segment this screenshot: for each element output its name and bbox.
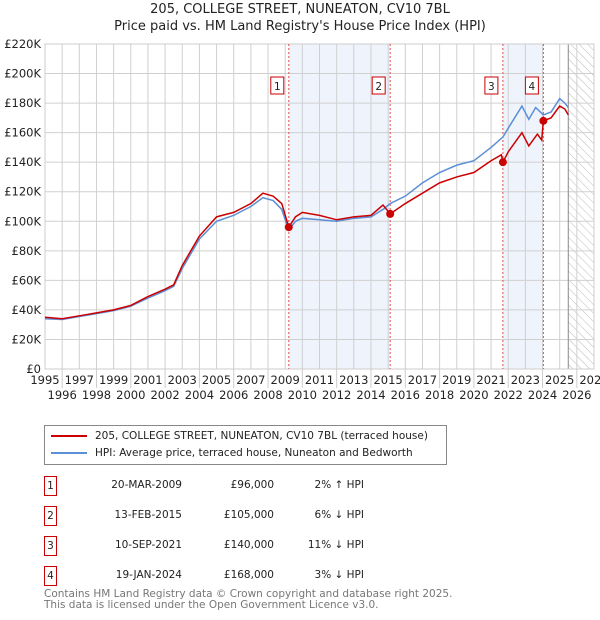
sale-badge-label: 3 [488, 81, 495, 93]
property-price-line [44, 105, 569, 320]
y-tick-label: £40K [12, 303, 42, 317]
y-tick-label: £200K [4, 67, 41, 81]
legend-label: HPI: Average price, terraced house, Nune… [95, 447, 413, 459]
x-tick-label: 2009 [271, 373, 300, 387]
sale-point [386, 209, 395, 218]
x-tick-label: 2008 [253, 388, 282, 402]
y-tick-label: £180K [4, 96, 41, 110]
transaction-date: 20-MAR-2009 [111, 479, 182, 491]
x-tick-label: 2025 [545, 373, 574, 387]
shaded-range [502, 44, 544, 369]
transaction-hpi: 3% ↓ HPI [314, 569, 364, 581]
footer: Contains HM Land Registry data © Crown c… [44, 589, 452, 610]
x-tick-label: 2016 [391, 388, 420, 402]
transaction-price: £168,000 [223, 569, 274, 581]
transaction-date: 19-JAN-2024 [115, 569, 182, 581]
x-tick-label: 2002 [150, 388, 179, 402]
transaction-badge: 4 [44, 566, 57, 586]
x-tick-label: 2003 [168, 373, 197, 387]
transaction-hpi: 2% ↑ HPI [314, 479, 364, 491]
plot-frame [44, 43, 595, 370]
sale-badge [484, 76, 499, 95]
footer-line: This data is licensed under the Open Gov… [44, 598, 379, 611]
sale-badge [270, 76, 285, 95]
x-tick-label: 2026 [562, 388, 591, 402]
footer-line: Contains HM Land Registry data © Crown c… [44, 588, 453, 600]
shaded-range [288, 44, 391, 369]
transaction-badge: 1 [44, 476, 57, 496]
transaction-row: 3 10-SEP-2021 £140,000 11% ↓ HPI [44, 536, 444, 556]
transaction-price: £96,000 [230, 479, 274, 491]
x-tick-label: 2021 [476, 373, 505, 387]
chart-subtitle: Price paid vs. HM Land Registry's House … [114, 19, 486, 34]
x-tick-label: 1998 [82, 388, 111, 402]
y-tick-label: £140K [4, 155, 41, 169]
x-tick-label: 2018 [425, 388, 454, 402]
legend-swatch-red [51, 435, 87, 437]
sale-point [284, 223, 293, 232]
y-tick-label: £20K [12, 332, 42, 346]
x-tick-label: 2022 [494, 388, 523, 402]
y-tick-label: £0 [26, 362, 41, 376]
transaction-badge: 2 [44, 506, 57, 526]
legend: 205, COLLEGE STREET, NUNEATON, CV10 7BL … [44, 425, 447, 465]
hpi-line [44, 97, 569, 321]
sale-badge [524, 76, 539, 95]
y-tick-label: £80K [12, 244, 42, 258]
x-tick-label: 2020 [459, 388, 488, 402]
x-tick-label: 1995 [30, 373, 59, 387]
y-tick-label: £220K [4, 37, 41, 51]
y-tick-label: £60K [12, 273, 42, 287]
x-tick-label: 2024 [528, 388, 557, 402]
sale-badge-label: 2 [375, 81, 382, 93]
price-chart: 1995199619971998199920002001200220032004… [4, 37, 600, 402]
transaction-date: 13-FEB-2015 [114, 509, 182, 521]
transaction-row: 1 20-MAR-2009 £96,000 2% ↑ HPI [44, 476, 444, 496]
x-tick-label: 1996 [48, 388, 77, 402]
transaction-date: 10-SEP-2021 [114, 539, 182, 551]
x-tick-label: 2006 [219, 388, 248, 402]
transaction-price: £105,000 [223, 509, 274, 521]
x-tick-label: 2023 [511, 373, 540, 387]
transaction-badge: 3 [44, 536, 57, 556]
x-tick-label: 2010 [288, 388, 317, 402]
x-tick-label: 1997 [65, 373, 94, 387]
chart-title: 205, COLLEGE STREET, NUNEATON, CV10 7BL [150, 2, 450, 17]
x-tick-label: 2015 [373, 373, 402, 387]
sale-point [539, 116, 548, 125]
y-tick-label: £100K [4, 214, 41, 228]
x-tick-label: 2017 [408, 373, 437, 387]
x-tick-label: 2013 [339, 373, 368, 387]
x-tick-label: 2007 [236, 373, 265, 387]
sale-badge-label: 1 [274, 81, 281, 93]
legend-item-property: 205, COLLEGE STREET, NUNEATON, CV10 7BL … [51, 429, 428, 443]
x-tick-label: 2011 [305, 373, 334, 387]
transaction-row: 4 19-JAN-2024 £168,000 3% ↓ HPI [44, 566, 444, 586]
transaction-price: £140,000 [223, 539, 274, 551]
sale-point [498, 158, 507, 167]
transaction-row: 2 13-FEB-2015 £105,000 6% ↓ HPI [44, 506, 444, 526]
x-tick-label: 2019 [442, 373, 471, 387]
sale-badge-label: 4 [529, 81, 536, 93]
x-tick-label: 2004 [185, 388, 214, 402]
x-tick-label: 2027 [579, 373, 600, 387]
x-tick-label: 2014 [356, 388, 385, 402]
legend-item-hpi: HPI: Average price, terraced house, Nune… [51, 446, 413, 460]
y-tick-label: £120K [4, 185, 41, 199]
x-tick-label: 2000 [116, 388, 145, 402]
x-tick-label: 2001 [133, 373, 162, 387]
sale-badge [371, 76, 386, 95]
transaction-hpi: 6% ↓ HPI [314, 509, 364, 521]
legend-label: 205, COLLEGE STREET, NUNEATON, CV10 7BL … [95, 430, 428, 442]
transaction-hpi: 11% ↓ HPI [307, 539, 364, 551]
forecast-hatch [568, 44, 594, 369]
legend-swatch-blue [51, 452, 87, 454]
x-tick-label: 2005 [202, 373, 231, 387]
y-tick-label: £160K [4, 126, 41, 140]
x-tick-label: 1999 [99, 373, 128, 387]
x-tick-label: 2012 [322, 388, 351, 402]
